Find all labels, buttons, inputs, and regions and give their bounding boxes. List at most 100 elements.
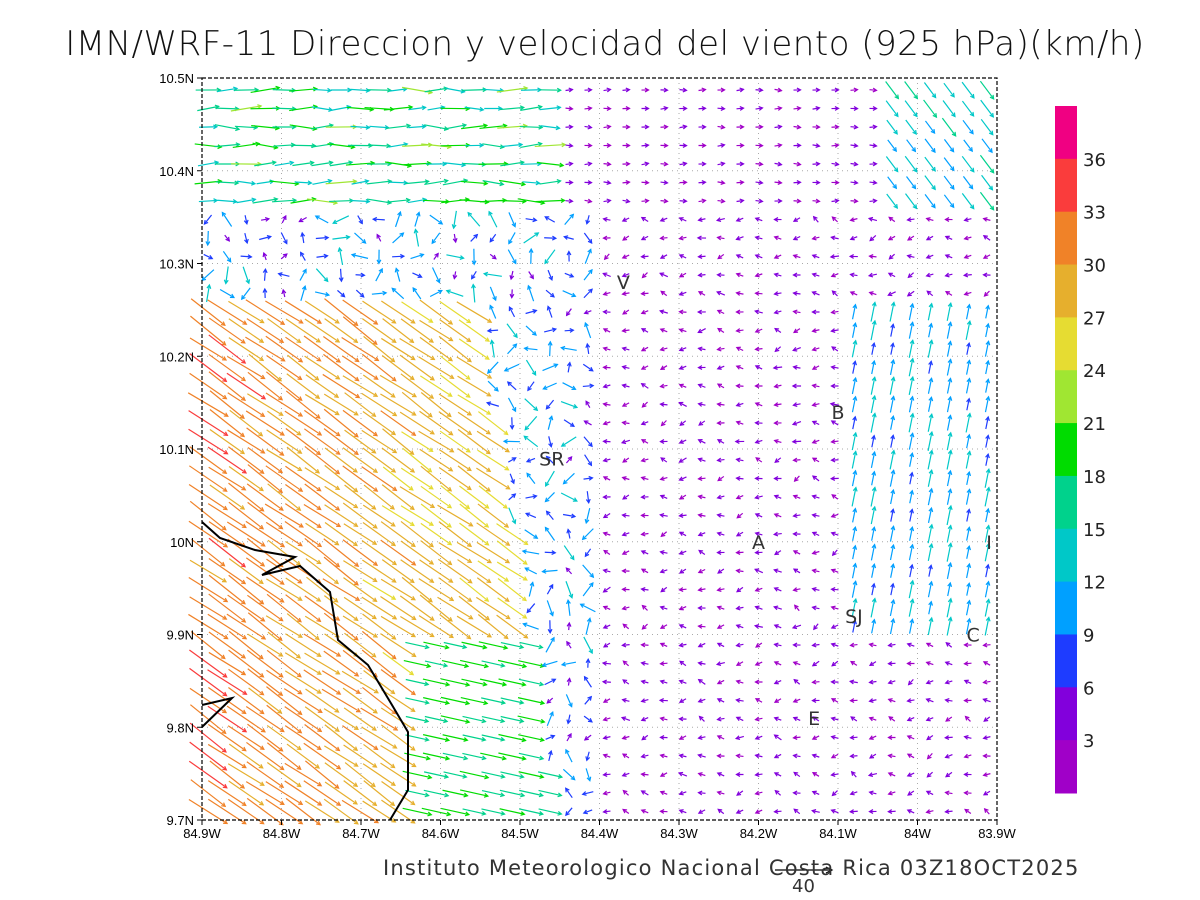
wind-arrow-head (222, 673, 228, 678)
wind-arrow (811, 660, 820, 667)
wind-arrow-head (622, 679, 628, 684)
wind-arrow-shaft (342, 465, 378, 492)
wind-arrow-head (754, 235, 760, 241)
wind-arrow-head (323, 277, 329, 283)
wind-arrow-shaft (362, 613, 396, 640)
wind-arrow-shaft (641, 383, 649, 389)
wind-arrow-head (588, 288, 593, 294)
wind-arrow (341, 670, 379, 694)
wind-arrow (481, 697, 507, 705)
wind-arrow-shaft (228, 501, 264, 530)
wind-arrow (811, 439, 820, 444)
wind-arrow-shaft (965, 489, 971, 505)
wind-arrow-head (503, 430, 509, 436)
wind-arrow-shaft (981, 174, 993, 191)
wind-arrow (285, 484, 322, 511)
wind-arrow-head (259, 599, 265, 605)
wind-arrow-shaft (979, 191, 995, 211)
wind-arrow-head (893, 204, 899, 210)
wind-arrow-head (928, 339, 934, 345)
wind-arrow-shaft (323, 595, 359, 621)
wind-arrow (247, 447, 284, 474)
wind-arrow-shaft (962, 119, 974, 135)
wind-arrow-head (316, 597, 322, 602)
wind-arrow (528, 247, 534, 264)
wind-arrow-shaft (445, 87, 465, 93)
wind-arrow (890, 342, 895, 355)
wind-arrow (481, 660, 506, 668)
wind-arrow-head (355, 393, 361, 399)
wind-arrow-shaft (226, 521, 266, 547)
wind-arrow (423, 199, 451, 204)
wind-arrow-head (720, 143, 726, 148)
wind-arrow-shaft (323, 708, 359, 730)
wind-arrow-head (792, 494, 798, 500)
wind-arrow (405, 179, 430, 185)
wind-arrow-shaft (362, 522, 396, 546)
wind-arrow-head (400, 253, 406, 259)
wind-arrow-shaft (303, 742, 341, 770)
wind-arrow-shaft (322, 373, 360, 399)
wind-arrow-shaft (266, 449, 302, 471)
wind-arrow-head (985, 486, 991, 492)
wind-arrow-shaft (442, 752, 468, 760)
wind-arrow (399, 411, 435, 435)
wind-arrow (566, 714, 572, 725)
wind-arrow (830, 568, 839, 574)
wind-arrow-head (429, 394, 435, 399)
wind-arrow-shaft (405, 789, 429, 797)
wind-arrow-head (297, 375, 303, 381)
wind-arrow-head (334, 708, 340, 713)
wind-arrow (660, 106, 669, 111)
wind-arrow (774, 346, 782, 353)
wind-arrow (429, 214, 444, 225)
wind-arrow (267, 410, 302, 436)
wind-arrow-shaft (966, 583, 970, 596)
wind-arrow-head (663, 124, 669, 130)
wind-arrow-head (550, 636, 555, 642)
wind-arrow (188, 483, 228, 511)
wind-arrow (438, 542, 473, 564)
wind-arrow-shaft (421, 807, 451, 816)
wind-arrow-head (524, 567, 530, 572)
wind-arrow (944, 753, 953, 759)
wind-arrow-shaft (228, 337, 264, 361)
wind-arrow-shaft (438, 411, 472, 435)
wind-arrow (852, 544, 858, 560)
wind-arrow-head (279, 431, 285, 436)
wind-arrow-head (521, 663, 528, 669)
wind-arrow (602, 272, 611, 278)
wind-arrow-head (811, 439, 817, 444)
wind-arrow (226, 613, 267, 640)
wind-arrow-head (471, 260, 477, 266)
wind-arrow-head (792, 661, 798, 666)
wind-arrow (831, 290, 838, 297)
wind-arrow (735, 217, 744, 222)
wind-arrow-head (316, 617, 322, 623)
wind-arrow (526, 472, 536, 484)
wind-arrow (678, 605, 687, 611)
wind-arrow (944, 698, 953, 703)
wind-arrow (717, 106, 726, 111)
wind-arrow-shaft (217, 199, 237, 203)
wind-arrow-head (251, 197, 257, 203)
wind-arrow-shaft (228, 649, 264, 678)
wind-arrow (361, 539, 398, 566)
wind-arrow-shaft (965, 413, 971, 433)
wind-arrow (621, 291, 630, 296)
wind-arrow-head (985, 359, 991, 365)
wind-arrow (868, 735, 877, 740)
wind-arrow (622, 143, 631, 148)
wind-arrow-head (774, 327, 780, 333)
wind-arrow-head (279, 598, 285, 603)
wind-arrow-head (678, 309, 684, 315)
wind-arrow-head (221, 747, 227, 753)
wind-arrow-head (390, 522, 396, 527)
wind-arrow-shaft (500, 715, 524, 723)
wind-arrow-head (220, 561, 226, 567)
wind-arrow-head (717, 476, 723, 482)
wind-arrow-head (538, 811, 545, 816)
wind-arrow (773, 217, 782, 222)
wind-arrow-head (949, 203, 955, 209)
wind-arrow-head (963, 735, 969, 740)
